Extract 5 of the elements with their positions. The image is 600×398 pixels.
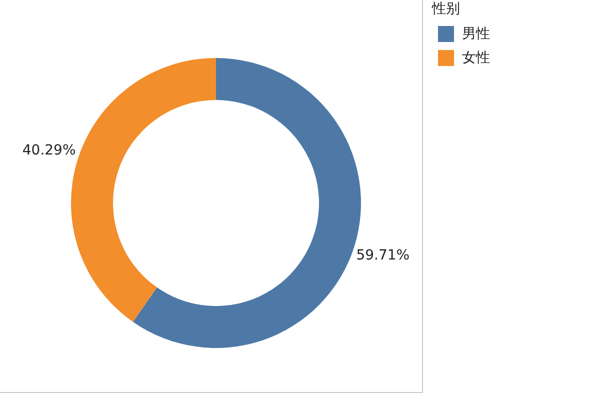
legend-title: 性别	[432, 0, 461, 18]
data-label: 40.29%	[22, 142, 76, 158]
data-label: 59.71%	[356, 248, 410, 264]
legend-label: 男性	[462, 25, 490, 43]
legend-label: 女性	[462, 49, 490, 67]
